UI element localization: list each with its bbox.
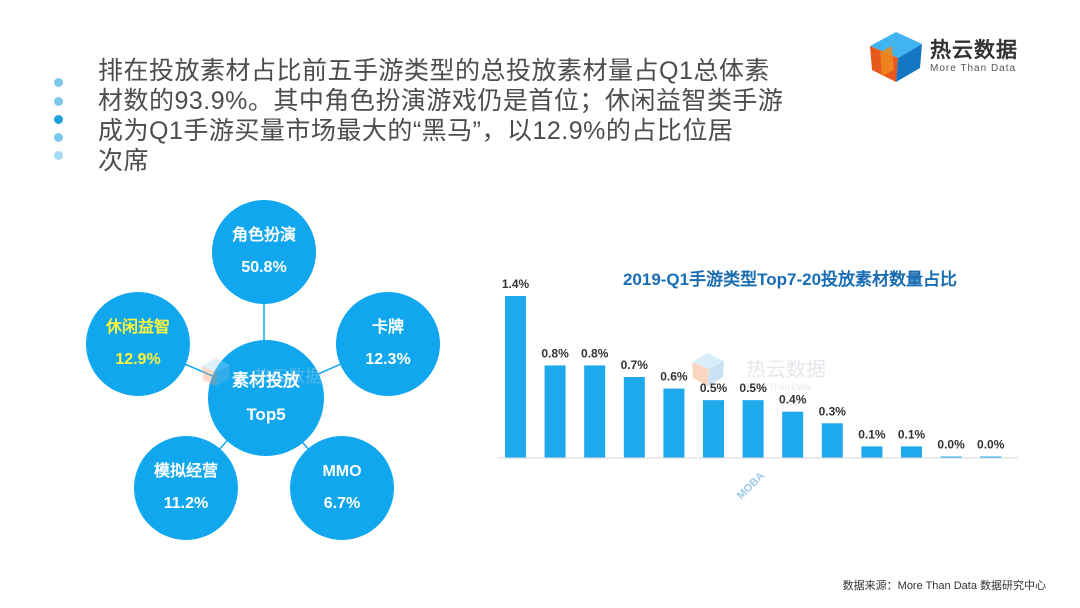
bar-value-label: 0.5% (700, 381, 728, 395)
bar-value-label: 0.1% (858, 427, 886, 441)
bar (821, 423, 843, 458)
bubble-center-top5: 素材投放 Top5 (208, 340, 324, 456)
bar (980, 456, 1002, 458)
bar-value-label: 0.8% (581, 346, 609, 360)
bubble-value: 12.9% (115, 351, 161, 368)
bar-value-label: 0.0% (977, 438, 1005, 452)
bullet-dot (54, 115, 63, 124)
watermark-text: 热云数据 (746, 358, 826, 381)
bar (623, 377, 645, 458)
bar (584, 365, 606, 458)
bullet-dot (54, 151, 63, 160)
bubble-label: 角色扮演 (231, 227, 296, 244)
bar (861, 446, 883, 458)
bullet-dot (54, 78, 63, 87)
watermark-text: 热云数据 (254, 367, 322, 386)
bar-value-label: 0.6% (660, 370, 688, 384)
logo-tagline: More Than Data (930, 63, 1017, 74)
bullet-dot (54, 97, 63, 106)
bar-value-label: 0.8% (541, 346, 569, 360)
bubble-value: 12.3% (365, 351, 411, 368)
bubble-label: MMO (322, 463, 362, 480)
heading-line: 次席 (98, 147, 150, 175)
bar (742, 400, 764, 458)
heading-line: 材数的93.9%。其中角色扮演游戏仍是首位；休闲益智类手游 (98, 87, 784, 115)
bubble-value: 6.7% (323, 495, 361, 512)
bubble-role-play: 角色扮演 50.8% (212, 200, 316, 304)
heading-line: 成为Q1手游买量市场最大的“黑马”，以12.9%的占比位居 (98, 117, 734, 145)
heading-line: 排在投放素材占比前五手游类型的总投放素材量占Q1总体素 (98, 57, 770, 85)
bar-value-label: 0.5% (739, 381, 767, 395)
bubble-casual-puzzle: 休闲益智 12.9% (86, 292, 190, 396)
bar (940, 456, 962, 458)
bubble-simulation: 模拟经营 11.2% (134, 436, 238, 540)
bar-value-label: 0.4% (779, 393, 807, 407)
bubble-label: 卡牌 (371, 319, 404, 336)
chart-watermark: 热云数据 More Than Data (692, 353, 826, 392)
bar (782, 411, 804, 458)
bar (703, 400, 724, 458)
watermark-logo-icon: 热云数据 (202, 358, 322, 386)
bubble-value: 50.8% (241, 259, 287, 276)
bubble-mmo: MMO 6.7% (290, 436, 394, 540)
logo-name: 热云数据 (930, 39, 1018, 62)
logo-cube-icon (870, 32, 922, 82)
bar-value-label: 0.0% (937, 438, 965, 452)
bar (663, 388, 685, 458)
bubble-value: 11.2% (163, 495, 209, 512)
bubble-label: 休闲益智 (105, 319, 170, 336)
bubble-card: 卡牌 12.3% (336, 292, 440, 396)
bar-value-label: 0.3% (819, 404, 847, 418)
bar (544, 365, 566, 458)
data-source: 数据来源：More Than Data 数据研究中心 (842, 580, 1046, 592)
brand-logo: 热云数据 More Than Data (866, 30, 1056, 86)
bar-value-label: 0.1% (898, 427, 926, 441)
bar-value-label: 1.4% (502, 277, 530, 291)
bar (901, 446, 922, 458)
center-label: 素材投放 (232, 371, 300, 390)
watermark-subtext: More Than Data (746, 382, 811, 392)
bullet-dot (54, 133, 63, 142)
bar-value-label: 0.7% (621, 358, 649, 372)
chart-title: 2019-Q1手游类型Top7-20投放素材数量占比 (622, 270, 958, 289)
bar (505, 296, 526, 458)
page-heading: 排在投放素材占比前五手游类型的总投放素材量占Q1总体素 材数的93.9%。其中角… (98, 56, 818, 176)
center-label: Top5 (246, 405, 286, 424)
bubble-label: 模拟经营 (153, 463, 218, 480)
category-label: MOBA (735, 470, 767, 502)
